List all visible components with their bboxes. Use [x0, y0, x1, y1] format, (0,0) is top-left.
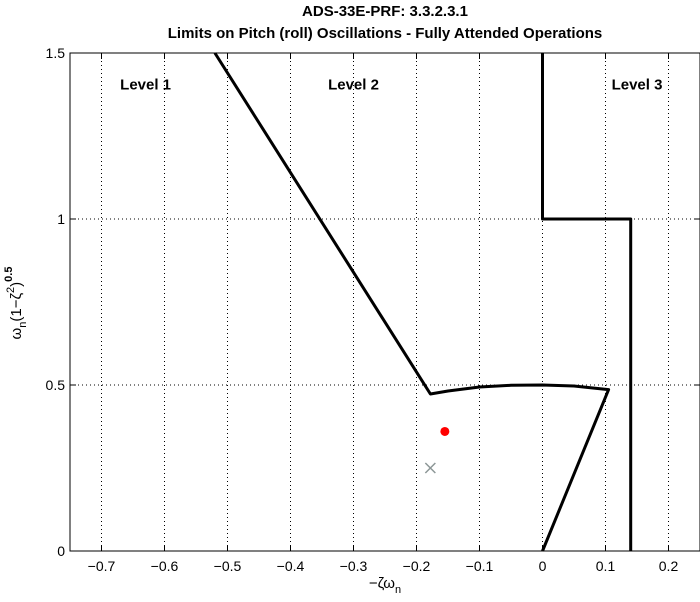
- x-tick-label: 0.2: [659, 558, 679, 574]
- x-tick-label: −0.2: [403, 558, 431, 574]
- y-axis-label-body: (1−ζ: [8, 293, 25, 322]
- x-tick-label: −0.4: [277, 558, 305, 574]
- y-tick-label: 1: [57, 211, 65, 227]
- boundary-line: [541, 53, 633, 551]
- red-dot-marker: [440, 426, 450, 436]
- x-tick-label: 0: [539, 558, 547, 574]
- x-axis-ticks: −0.7 −0.6 −0.5 −0.4 −0.3 −0.2 −0.1 0 0.1 0.2: [88, 53, 679, 574]
- plot-frame: [69, 52, 700, 552]
- y-axis-label-close: ): [8, 282, 25, 287]
- y-tick-label: 1.5: [46, 45, 66, 61]
- x-tick-label: −0.3: [340, 558, 368, 574]
- y-axis-label-superscript-exponent: 0.5: [3, 267, 15, 282]
- y-tick-label: 0.5: [46, 377, 66, 393]
- x-axis-label-subscript: n: [395, 584, 401, 596]
- x-tick-label: −0.7: [88, 558, 116, 574]
- x-tick-label: −0.1: [466, 558, 494, 574]
- x-axis-label: −ζωn: [369, 575, 401, 596]
- y-axis-label-subscript: n: [17, 322, 29, 328]
- y-axis-label: ωn(1−ζ2)0.5: [3, 267, 29, 340]
- y-axis-ticks: 0 0.5 1 1.5: [46, 45, 700, 559]
- gray-cross-marker: [424, 462, 436, 474]
- data-markers: [424, 426, 450, 474]
- region-labels: Level 1 Level 2 Level 3: [120, 77, 662, 94]
- region-label: Level 3: [612, 77, 663, 94]
- x-axis-label-main: −ζω: [369, 575, 395, 592]
- boundary-line: [213, 52, 611, 552]
- chart-subtitle: Limits on Pitch (roll) Oscillations - Fu…: [168, 25, 602, 42]
- y-tick-label: 0: [57, 543, 65, 559]
- region-label: Level 1: [120, 77, 171, 94]
- x-tick-label: 0.1: [596, 558, 616, 574]
- x-tick-label: −0.6: [151, 558, 179, 574]
- y-axis-label-main: ω: [8, 327, 25, 339]
- grid-lines: [70, 52, 700, 552]
- boundary-lines: [213, 52, 633, 552]
- region-label: Level 2: [328, 77, 379, 94]
- y-axis-label-superscript-2: 2: [5, 287, 17, 293]
- x-tick-label: −0.5: [214, 558, 242, 574]
- chart-title: ADS-33E-PRF: 3.3.2.3.1: [302, 3, 468, 20]
